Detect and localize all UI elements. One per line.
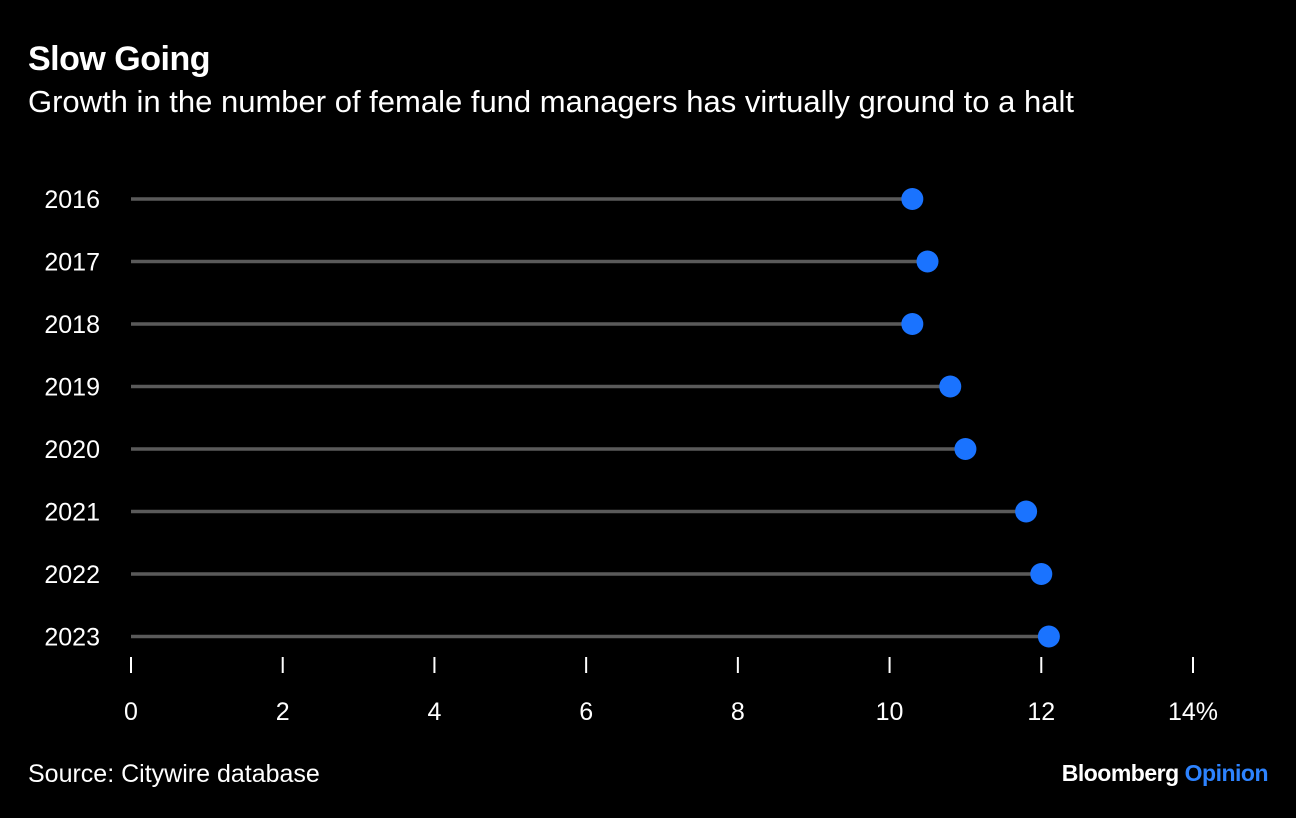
- x-tick-label-0: 0: [124, 698, 138, 726]
- dot-2017: [916, 250, 939, 273]
- y-tick-label-2022: 2022: [44, 561, 100, 589]
- x-tick-label-12: 12: [1027, 698, 1055, 726]
- y-tick-label-2021: 2021: [44, 499, 100, 527]
- brand-logo: Bloomberg Opinion: [1061, 760, 1269, 787]
- chart-title: Slow Going: [28, 40, 210, 78]
- dot-2023: [1037, 625, 1060, 648]
- x-tick-label-4: 4: [427, 698, 441, 726]
- dot-2021: [1015, 500, 1038, 523]
- x-tick-label-2: 2: [276, 698, 290, 726]
- y-tick-label-2023: 2023: [44, 624, 100, 652]
- y-tick-label-2017: 2017: [44, 249, 100, 277]
- x-tick-label-6: 6: [579, 698, 593, 726]
- dot-2018: [901, 313, 924, 335]
- dot-2019: [939, 375, 962, 398]
- chart-subtitle: Growth in the number of female fund mana…: [28, 84, 1074, 119]
- dot-2022: [1030, 563, 1053, 585]
- brand-accent: Opinion: [1184, 760, 1269, 786]
- x-tick-label-10: 10: [876, 698, 904, 726]
- y-tick-label-2016: 2016: [44, 186, 100, 214]
- y-tick-label-2018: 2018: [44, 311, 100, 339]
- x-tick-label-14: 14%: [1168, 698, 1218, 726]
- dot-2016: [901, 188, 924, 210]
- x-tick-label-8: 8: [731, 698, 745, 726]
- y-tick-label-2020: 2020: [44, 436, 100, 464]
- y-tick-label-2019: 2019: [44, 374, 100, 402]
- brand-main: Bloomberg: [1061, 760, 1179, 786]
- dot-2020: [954, 438, 977, 460]
- source-note: Source: Citywire database: [28, 760, 320, 788]
